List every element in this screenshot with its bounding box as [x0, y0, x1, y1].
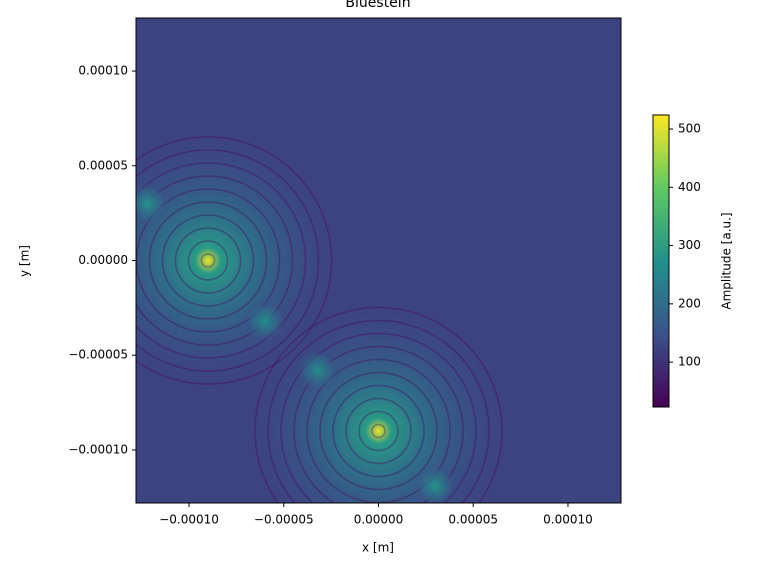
x-tick-label: −0.00005	[254, 513, 314, 527]
y-tick-label: −0.00005	[68, 348, 128, 362]
colorbar-tick-label: 100	[678, 355, 701, 369]
colorbar-tick-label: 500	[678, 121, 701, 135]
colorbar-tick-label: 300	[678, 238, 701, 252]
peak	[242, 299, 287, 344]
y-tick-label: 0.00010	[78, 64, 128, 78]
colorbar-tick-label: 400	[678, 180, 701, 194]
heatmap-field	[136, 18, 621, 503]
x-axis-label: x [m]	[362, 541, 394, 555]
y-tick-label: 0.00005	[78, 158, 128, 172]
peak	[295, 348, 340, 393]
colorbar	[652, 114, 670, 408]
colorbar-tick-label: 200	[678, 296, 701, 310]
y-tick-label: 0.00000	[78, 253, 128, 267]
x-tick-label: −0.00010	[159, 513, 219, 527]
peak	[413, 463, 458, 503]
x-tick-label: 0.00000	[354, 513, 404, 527]
colorbar-label: Amplitude [a.u.]	[720, 212, 734, 309]
x-tick-label: 0.00010	[543, 513, 593, 527]
y-axis-label: y [m]	[18, 245, 32, 277]
y-tick-label: −0.00010	[68, 442, 128, 456]
peak	[136, 181, 170, 226]
x-tick-label: 0.00005	[448, 513, 498, 527]
chart-title: Bluestein	[345, 0, 410, 11]
